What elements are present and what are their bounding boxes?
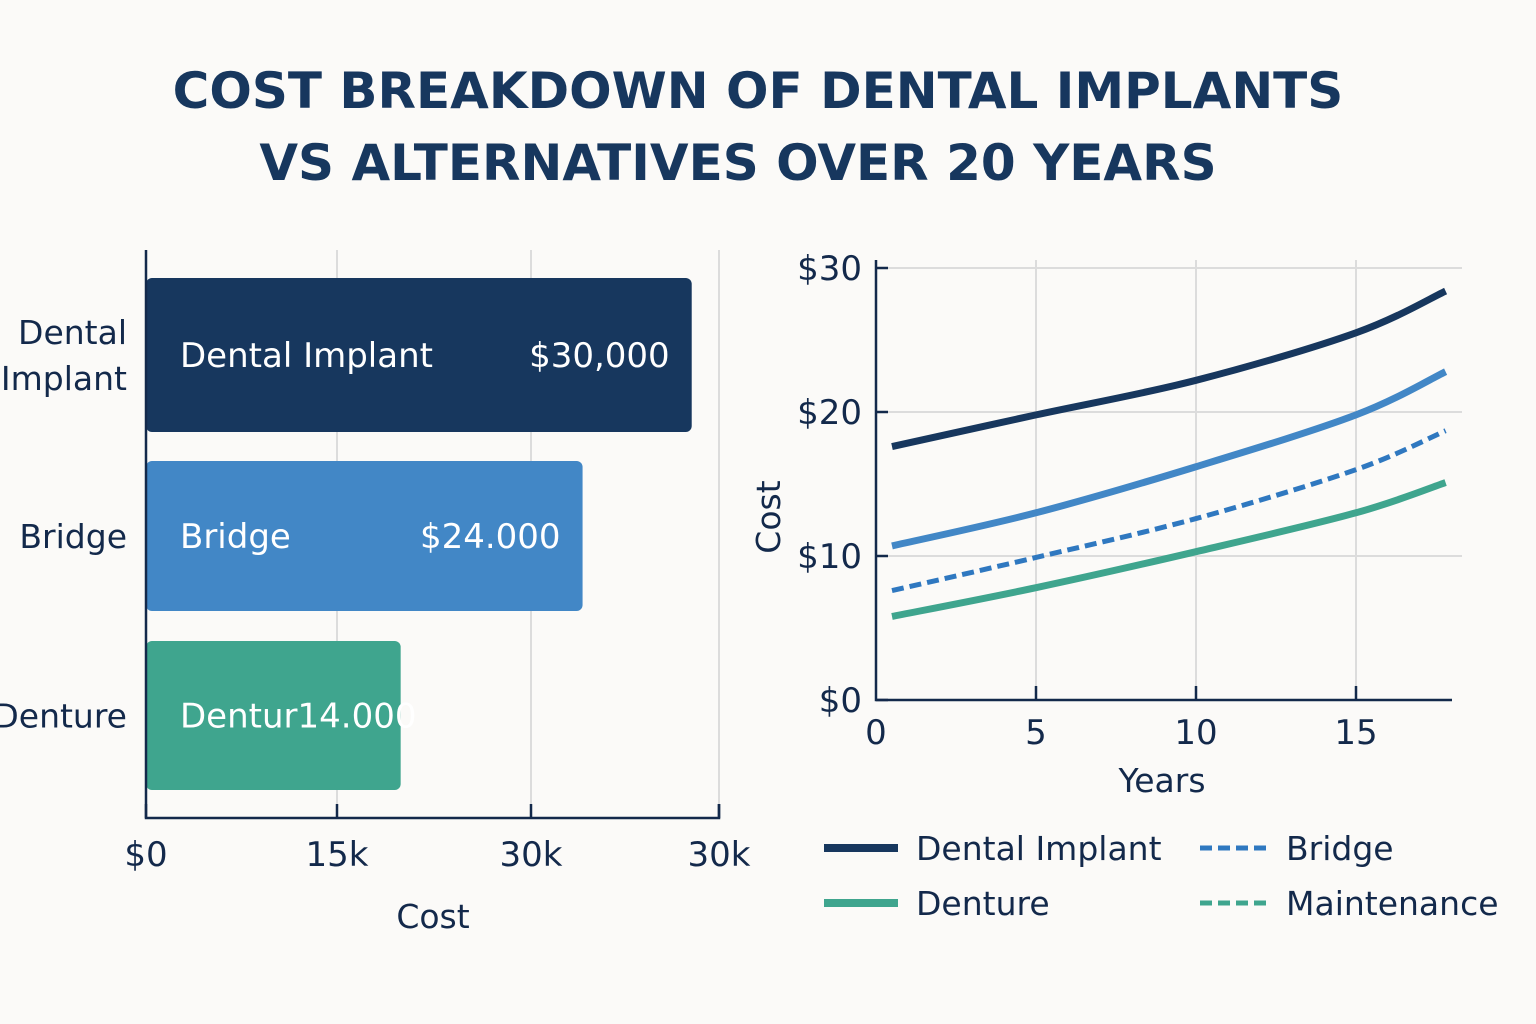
y-category-label: Bridge <box>19 517 127 556</box>
x-tick-label: 0 <box>865 713 887 753</box>
chart-title-line-2: VS ALTERNATIVES OVER 20 YEARS <box>259 134 1216 192</box>
bar-value-label: $30,000 <box>529 336 670 376</box>
bar-denture <box>146 641 401 790</box>
bar-name-label: Dental Implant <box>180 336 433 376</box>
bar-value-label: $24.000 <box>420 517 561 557</box>
line-chart: $0 $10 $20 $30 0 5 10 15 Cost Years Dental Implant… <box>749 249 1499 923</box>
legend-label: Dental Implant <box>916 829 1162 868</box>
y-category-label: Dental <box>18 313 127 352</box>
line-axes <box>874 260 1452 702</box>
legend-label: Denture <box>916 884 1050 923</box>
y-tick-label: $20 <box>797 393 862 433</box>
x-tick-label: 15 <box>1334 713 1377 753</box>
y-category-label: Denture <box>0 697 127 736</box>
y-tick-label: $0 <box>819 681 862 721</box>
bar-name-label: Bridge <box>180 517 291 557</box>
bar-value-label: Dentur14.000 <box>180 697 416 737</box>
x-axis-title: Cost <box>396 897 469 936</box>
line-series-denture <box>891 479 1447 620</box>
legend-label: Maintenance <box>1286 884 1499 923</box>
x-tick-label: 5 <box>1025 713 1047 753</box>
legend-label: Bridge <box>1286 829 1394 868</box>
x-tick-label: 10 <box>1174 713 1217 753</box>
y-category-label: Implant <box>1 359 127 398</box>
x-tick-label: $0 <box>124 835 167 875</box>
y-tick-label: $10 <box>797 537 862 577</box>
line-series-dental-implant <box>891 287 1448 450</box>
x-tick-label: 15k <box>306 835 369 875</box>
x-tick-label: 30k <box>688 835 751 875</box>
x-axis-title: Years <box>1117 761 1205 800</box>
chart-title-line-1: COST BREAKDOWN OF DENTAL IMPLANTS <box>173 62 1344 120</box>
bar-bridge <box>146 461 583 611</box>
bar-chart: $0 15k 30k 30k Dental Implant $30,000 Dental Im… <box>0 250 751 936</box>
bar-dental-implant <box>146 278 692 432</box>
y-axis-title: Cost <box>749 480 788 553</box>
x-tick-label: 30k <box>500 835 563 875</box>
y-tick-label: $30 <box>797 249 862 289</box>
bar-axes <box>144 250 721 820</box>
line-series-unlabeled <box>891 368 1448 550</box>
